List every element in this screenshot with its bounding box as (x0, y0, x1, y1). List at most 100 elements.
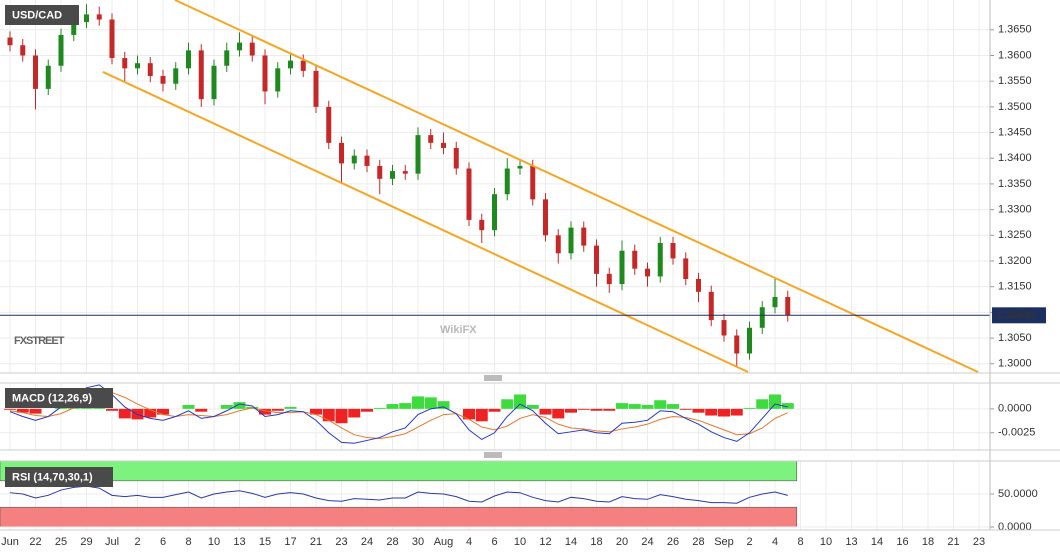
histogram-bar (322, 408, 335, 422)
histogram-bar (590, 408, 603, 411)
histogram-bar (271, 408, 284, 411)
histogram-bar (182, 405, 195, 409)
histogram-bar (157, 408, 169, 415)
y-tick-label: 0.0000 (998, 403, 1032, 415)
y-tick-label: 50.0000 (998, 488, 1038, 500)
y-tick-label: 1.3300 (998, 204, 1032, 216)
histogram-bar (386, 404, 399, 409)
histogram-bar (106, 408, 118, 411)
x-tick-label: 14 (871, 536, 883, 548)
x-tick-label: 4 (466, 536, 472, 548)
x-tick-label: 28 (692, 536, 704, 548)
y-tick-label: 0.0000 (998, 521, 1032, 533)
y-tick-label: 1.3050 (998, 332, 1032, 344)
x-tick-label: 24 (641, 536, 653, 548)
x-tick-label: 25 (55, 536, 67, 548)
x-tick-label: 17 (284, 536, 296, 548)
candle-body (747, 327, 752, 354)
title-box (5, 467, 113, 487)
candle-body (696, 278, 701, 292)
histogram-bar (335, 408, 348, 424)
y-tick-label: 1.3550 (998, 75, 1032, 87)
candle-body (772, 296, 778, 308)
candle-body (785, 296, 791, 316)
histogram-bar (424, 397, 437, 409)
indicator-title: RSI (14,70,30,1) (12, 471, 93, 483)
x-tick-label: 2 (134, 536, 140, 548)
y-tick-label: 1.3450 (998, 126, 1032, 138)
watermark: FXSTREET (14, 335, 65, 347)
x-tick-label: 18 (590, 536, 602, 548)
histogram-bar (29, 408, 42, 414)
candle-body (390, 171, 395, 179)
candle-body (160, 76, 166, 84)
candle-body (441, 142, 446, 148)
candle-body (555, 235, 561, 254)
candle-body (581, 227, 587, 246)
histogram-bar (373, 407, 386, 409)
candle-body (632, 250, 638, 269)
candle-body (7, 37, 13, 46)
histogram-bar (475, 408, 488, 422)
y-tick-label: -0.0025 (998, 427, 1035, 439)
watermark: WikiFX (440, 324, 477, 336)
candle-body (147, 63, 153, 77)
resize-handle[interactable] (484, 375, 502, 458)
histogram-bar (284, 406, 297, 409)
histogram-bar (539, 408, 552, 415)
histogram-bar (654, 400, 667, 409)
x-tick-label: 14 (565, 536, 577, 548)
histogram-bar (679, 408, 692, 410)
candle-body (326, 106, 332, 143)
x-tick-label: 28 (386, 536, 398, 548)
y-tick-label: 1.3400 (998, 152, 1032, 164)
candle-body (428, 135, 434, 143)
candle-body (415, 135, 421, 174)
histogram-bar (399, 403, 412, 409)
histogram-bar (565, 408, 577, 413)
chart-title: USD/CAD (12, 9, 62, 21)
histogram-bar (463, 408, 475, 420)
x-tick-label: 4 (772, 536, 778, 548)
x-tick-label: 29 (80, 536, 92, 548)
histogram-bar (16, 408, 29, 413)
band (0, 460, 798, 482)
histogram-bar (195, 408, 208, 412)
candle-body (173, 68, 179, 84)
x-tick-label: 18 (922, 536, 934, 548)
x-tick-label: 26 (667, 536, 679, 548)
histogram-bar (616, 403, 628, 409)
y-tick-label: 1.3650 (998, 24, 1032, 36)
x-tick-label: 2 (746, 536, 752, 548)
x-tick-label: 23 (973, 536, 985, 548)
x-tick-label: 16 (896, 536, 908, 548)
candle-body (606, 273, 612, 285)
histogram-bar (501, 399, 514, 409)
histogram-bar (781, 403, 794, 409)
candle-body (186, 50, 191, 69)
histogram-bar (603, 408, 616, 411)
candle-body (645, 268, 650, 277)
histogram-bar (730, 408, 743, 416)
indicator-line (9, 384, 788, 444)
candle-body (530, 165, 536, 200)
histogram-bar (361, 408, 373, 412)
y-tick-label: 1.3000 (998, 358, 1032, 370)
histogram-bar (233, 402, 246, 409)
candle-body (262, 55, 268, 92)
histogram-bar (641, 405, 654, 409)
candle-body (657, 243, 663, 277)
x-tick-label: Jun (1, 536, 19, 548)
x-tick-label: 21 (947, 536, 959, 548)
histogram-bar (526, 405, 539, 409)
histogram-bar (705, 408, 718, 416)
candle-body (237, 42, 242, 51)
histogram-bar (488, 408, 501, 412)
x-tick-label: 10 (820, 536, 832, 548)
x-tick-label: Jul (105, 536, 119, 548)
x-tick-label: 23 (335, 536, 347, 548)
candle-body (734, 335, 740, 354)
candle-body (466, 168, 472, 220)
last-price-label: 1.30943 (996, 310, 1036, 322)
candle-body (568, 227, 574, 254)
